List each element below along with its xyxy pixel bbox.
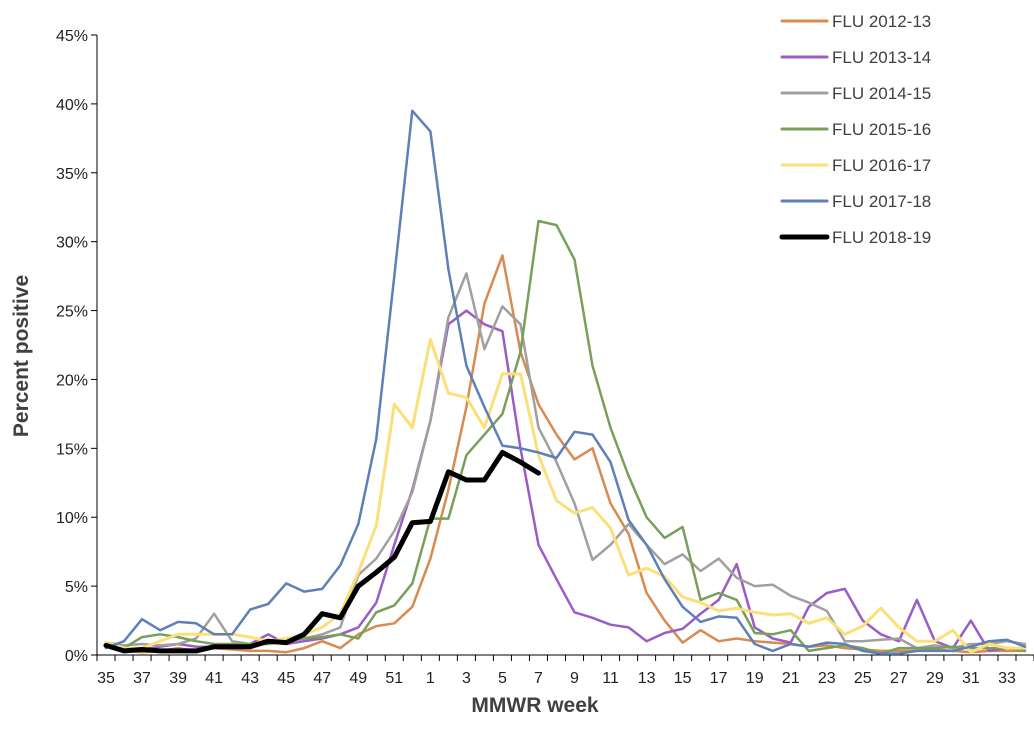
x-tick-label: 33 — [998, 670, 1016, 687]
x-tick-label: 3 — [462, 670, 471, 687]
x-tick-label: 39 — [169, 670, 187, 687]
x-tick-label: 45 — [277, 670, 295, 687]
y-tick-label: 15% — [56, 441, 88, 458]
x-tick-label: 1 — [426, 670, 435, 687]
x-tick-label: 31 — [962, 670, 980, 687]
series-line-flu-2012-13 — [104, 254, 1027, 654]
y-tick-label: 0% — [65, 648, 88, 665]
y-tick-label: 45% — [56, 28, 88, 45]
x-tick-label: 35 — [97, 670, 115, 687]
series-line-flu-2014-15 — [104, 272, 1027, 650]
series-line-flu-2017-18 — [104, 109, 1027, 655]
axes: 0%5%10%15%20%25%30%35%40%45%35 37 39 41 43 45… — [56, 28, 1034, 687]
x-tick-label: 21 — [782, 670, 800, 687]
x-tick-label: 15 — [674, 670, 692, 687]
legend-label: FLU 2017-18 — [832, 192, 931, 211]
x-tick-label: 5 — [498, 670, 507, 687]
x-tick-label: 37 — [133, 670, 151, 687]
y-tick-label: 40% — [56, 97, 88, 114]
x-tick-label: 7 — [534, 670, 543, 687]
legend-label: FLU 2016-17 — [832, 156, 931, 175]
x-tick-label: 41 — [205, 670, 223, 687]
y-tick-label: 30% — [56, 235, 88, 252]
x-tick-label: 49 — [349, 670, 367, 687]
x-tick-label: 27 — [890, 670, 908, 687]
series-line-flu-2016-17 — [104, 338, 1027, 654]
x-tick-label: 51 — [385, 670, 403, 687]
y-tick-label: 20% — [56, 372, 88, 389]
legend: FLU 2012-13 FLU 2013-14 FLU 2014-15 FLU 201… — [779, 12, 931, 247]
x-axis-title: MMWR week — [471, 694, 599, 717]
plot-area — [103, 109, 1027, 655]
legend-label: FLU 2014-15 — [832, 84, 931, 103]
x-tick-label: 17 — [710, 670, 728, 687]
legend-label: FLU 2018-19 — [832, 228, 931, 247]
legend-label: FLU 2013-14 — [832, 48, 931, 67]
y-tick-label: 10% — [56, 510, 88, 527]
x-tick-label: 9 — [570, 670, 579, 687]
x-tick-label: 19 — [746, 670, 764, 687]
x-tick-label: 11 — [602, 670, 619, 687]
legend-label: FLU 2015-16 — [832, 120, 931, 139]
x-tick-label: 23 — [818, 670, 836, 687]
y-axis-title: Percent positive — [10, 275, 33, 437]
y-tick-label: 35% — [56, 166, 88, 183]
y-tick-label: 5% — [65, 579, 88, 596]
series-line-flu-2018-19 — [103, 450, 541, 654]
x-tick-label: 25 — [854, 670, 872, 687]
series-line-flu-2015-16 — [104, 219, 1027, 655]
y-tick-label: 25% — [56, 304, 88, 321]
x-tick-label: 29 — [926, 670, 944, 687]
x-tick-label: 47 — [313, 670, 331, 687]
x-tick-label: 13 — [638, 670, 656, 687]
x-tick-label: 43 — [241, 670, 259, 687]
legend-label: FLU 2012-13 — [832, 12, 931, 31]
